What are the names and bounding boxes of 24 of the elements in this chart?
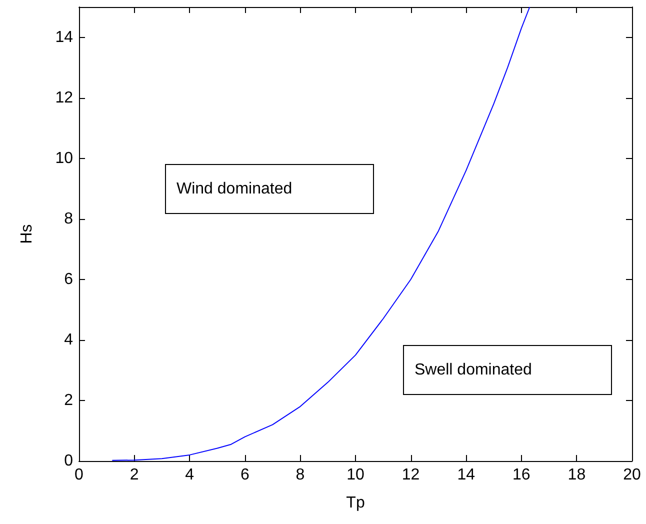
- y-tick-label: 6: [64, 270, 74, 288]
- x-tick-label: 18: [568, 466, 586, 484]
- x-axis-title: Tp: [346, 494, 365, 512]
- x-tick-label: 20: [623, 466, 641, 484]
- x-tick-label: 12: [402, 466, 420, 484]
- x-tick-label: 0: [74, 466, 84, 484]
- x-tick-label: 8: [296, 466, 305, 484]
- y-tick-label: 8: [64, 210, 74, 228]
- y-axis-title: Hs: [18, 224, 36, 244]
- y-tick-label: 10: [55, 150, 74, 167]
- y-tick-label: 0: [64, 452, 74, 470]
- y-tick-label: 12: [55, 89, 74, 106]
- y-tick-label: 14: [55, 28, 74, 46]
- x-tick-label: 2: [130, 466, 139, 484]
- y-tick-label: 2: [64, 392, 74, 409]
- annotation: Wind dominated: [176, 180, 292, 198]
- y-tick-label: 4: [64, 331, 74, 348]
- x-tick-label: 16: [512, 466, 530, 484]
- x-tick-label: 10: [346, 466, 364, 484]
- x-tick-label: 6: [240, 466, 250, 484]
- x-tick-label: 14: [457, 466, 476, 484]
- annotation: Swell dominated: [414, 362, 532, 378]
- line-series: [112, 6, 530, 461]
- x-tick-label: 4: [185, 466, 194, 484]
